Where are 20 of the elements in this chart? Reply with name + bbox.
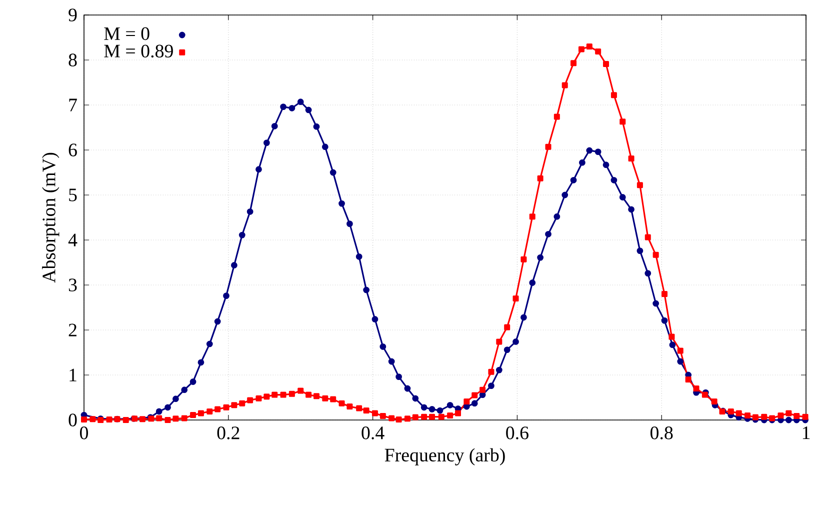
y-tick-label: 0 (68, 414, 77, 426)
x-tick-label: 0.4 (362, 426, 384, 440)
x-tick-label: 0.8 (650, 426, 673, 440)
y-tick-label: 8 (68, 54, 77, 66)
legend-label: M = 0 (104, 27, 150, 40)
y-tick-label: 4 (68, 234, 78, 246)
y-tick-label: 9 (68, 8, 77, 22)
x-tick-label: 1 (802, 426, 810, 440)
y-tick-label: 3 (68, 278, 77, 292)
legend-label: M = 0.89 (104, 44, 173, 58)
y-tick-label: 6 (68, 144, 77, 156)
y-tick-label: 7 (69, 98, 77, 112)
y-tick-label: 1 (70, 368, 76, 382)
y-axis-title: Absorption (mV) (42, 152, 60, 283)
y-tick-label: 2 (68, 324, 76, 336)
x-tick-label: 0 (80, 426, 88, 440)
x-axis-title: Frequency (arb) (384, 448, 505, 466)
x-tick-label: 0.2 (217, 426, 240, 440)
x-tick-label: 0.6 (506, 426, 528, 440)
y-tick-label: 5 (69, 188, 77, 202)
